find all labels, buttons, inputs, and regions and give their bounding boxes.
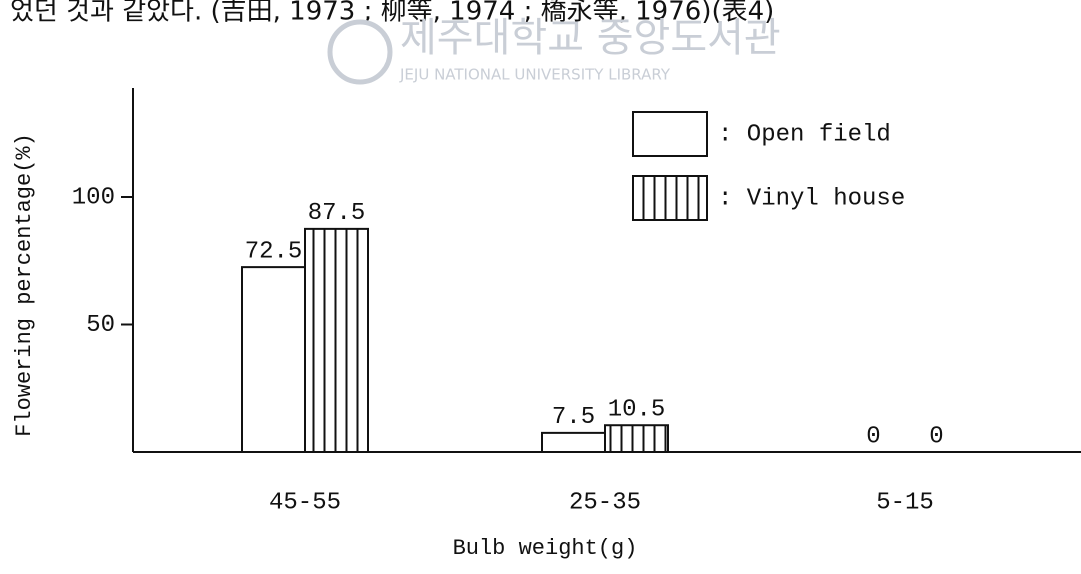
data-label: 10.5 (608, 397, 666, 424)
x-tick-label: 45-55 (269, 489, 341, 516)
y-tick-label: 100 (72, 184, 115, 211)
data-label: 72.5 (245, 238, 303, 265)
x-tick-label: 5-15 (876, 489, 934, 516)
x-axis-label: Bulb weight(g) (453, 536, 638, 561)
bar (241, 266, 306, 453)
legend-label: : Vinyl house (718, 185, 905, 212)
data-label: 87.5 (308, 200, 366, 227)
x-tick-label: 25-35 (569, 489, 641, 516)
y-axis-label: Flowering percentage(%) (12, 133, 37, 437)
legend-label: : Open field (718, 121, 891, 148)
data-label: 0 (866, 423, 880, 450)
watermark-logo (327, 19, 393, 85)
legend-swatch (632, 111, 708, 157)
bar (604, 424, 669, 454)
bar (304, 227, 369, 453)
y-tick-label: 50 (86, 312, 115, 339)
legend-swatch (632, 175, 708, 221)
data-label: 7.5 (552, 404, 595, 431)
data-label: 0 (929, 423, 943, 450)
header-text: 었던 것과 같았다. (吉田, 1973 ; 柳等, 1974 ; 橋永等, 1… (10, 0, 774, 27)
watermark-subtitle: JEJU NATIONAL UNIVERSITY LIBRARY (399, 66, 671, 84)
watermark-title: 제주대학교 중앙도서관 (400, 15, 781, 61)
bar (541, 431, 606, 453)
